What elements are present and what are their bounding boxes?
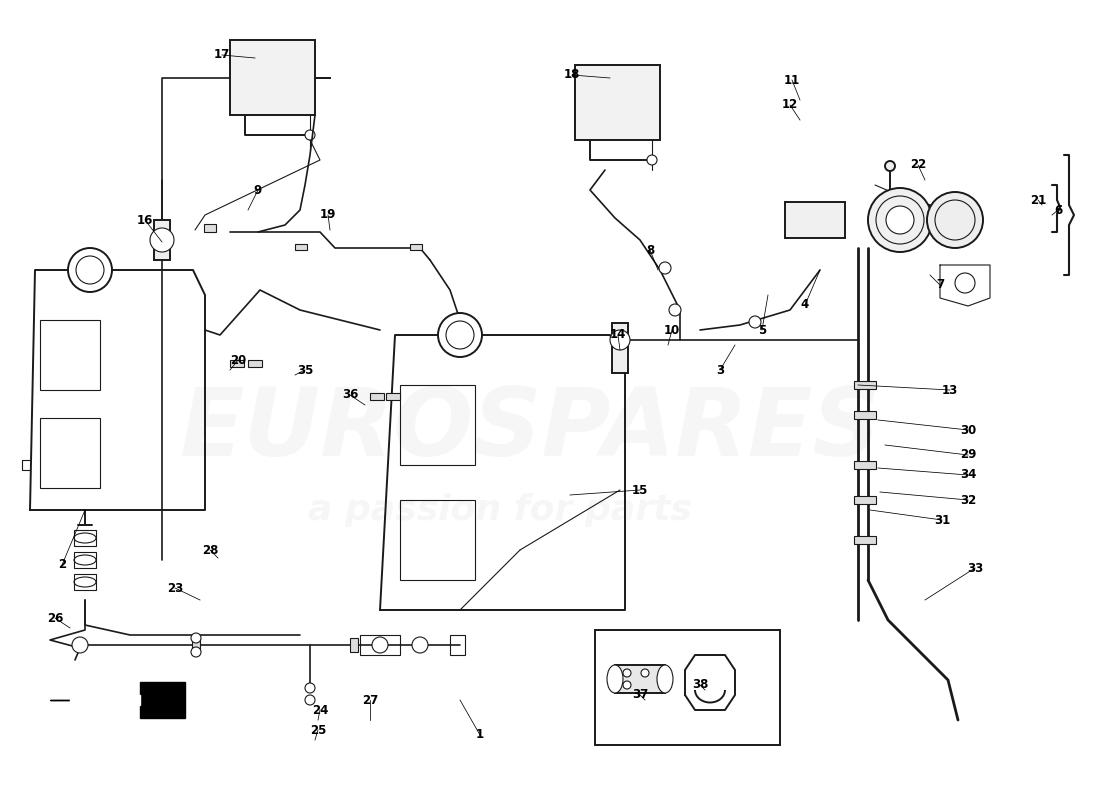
Text: 28: 28 <box>201 543 218 557</box>
Text: 6: 6 <box>1054 203 1063 217</box>
Text: 19: 19 <box>320 209 337 222</box>
Bar <box>230 360 244 367</box>
Circle shape <box>623 669 631 677</box>
Text: 4: 4 <box>801 298 810 311</box>
Text: 16: 16 <box>136 214 153 226</box>
Text: 22: 22 <box>910 158 926 171</box>
Text: 34: 34 <box>960 469 976 482</box>
Text: 18: 18 <box>564 69 580 82</box>
Circle shape <box>659 262 671 274</box>
Bar <box>350 638 358 652</box>
Circle shape <box>76 256 104 284</box>
Bar <box>400 500 475 580</box>
Text: 8: 8 <box>646 243 654 257</box>
Text: 33: 33 <box>967 562 983 574</box>
Text: 9: 9 <box>254 183 262 197</box>
Text: 25: 25 <box>310 723 327 737</box>
Text: 23: 23 <box>167 582 183 594</box>
Bar <box>154 220 170 260</box>
Bar <box>40 418 100 488</box>
Text: a passion for parts: a passion for parts <box>308 493 692 527</box>
Text: 10: 10 <box>664 323 680 337</box>
Circle shape <box>438 313 482 357</box>
Text: 35: 35 <box>297 363 313 377</box>
Bar <box>400 385 475 465</box>
Circle shape <box>372 637 388 653</box>
Bar <box>360 635 400 655</box>
Text: 1: 1 <box>476 729 484 742</box>
Bar <box>74 530 96 546</box>
Circle shape <box>647 155 657 165</box>
Bar <box>204 224 216 232</box>
Circle shape <box>927 192 983 248</box>
Text: EUROSPARES: EUROSPARES <box>179 384 881 476</box>
Bar <box>295 244 307 250</box>
Polygon shape <box>50 682 185 718</box>
Bar <box>192 638 200 652</box>
Bar <box>612 323 628 373</box>
Text: 37: 37 <box>631 689 648 702</box>
Polygon shape <box>70 695 140 705</box>
Bar <box>74 574 96 590</box>
Text: 27: 27 <box>362 694 378 706</box>
Text: 20: 20 <box>230 354 246 366</box>
Text: 26: 26 <box>47 611 63 625</box>
Text: 30: 30 <box>960 423 976 437</box>
Circle shape <box>305 695 315 705</box>
Circle shape <box>669 304 681 316</box>
Text: 11: 11 <box>784 74 800 86</box>
Bar <box>74 552 96 568</box>
Circle shape <box>191 647 201 657</box>
Bar <box>854 381 876 389</box>
Bar <box>248 360 262 367</box>
Bar <box>386 393 400 400</box>
Bar <box>615 665 666 693</box>
Circle shape <box>305 683 315 693</box>
Circle shape <box>886 206 914 234</box>
Text: 21: 21 <box>1030 194 1046 206</box>
Ellipse shape <box>657 665 673 693</box>
Circle shape <box>150 228 174 252</box>
Text: 36: 36 <box>342 389 359 402</box>
Bar <box>410 244 422 250</box>
Text: 31: 31 <box>934 514 950 526</box>
Circle shape <box>749 316 761 328</box>
Circle shape <box>412 637 428 653</box>
Circle shape <box>191 633 201 643</box>
Text: 38: 38 <box>692 678 708 691</box>
Circle shape <box>868 188 932 252</box>
Circle shape <box>610 330 630 350</box>
Bar <box>854 536 876 544</box>
Text: 29: 29 <box>960 449 976 462</box>
Bar <box>785 202 845 238</box>
Text: 24: 24 <box>311 703 328 717</box>
Circle shape <box>623 681 631 689</box>
Circle shape <box>68 248 112 292</box>
Text: 7: 7 <box>936 278 944 291</box>
Circle shape <box>446 321 474 349</box>
Bar <box>575 65 660 140</box>
Text: 12: 12 <box>782 98 799 111</box>
Bar <box>40 320 100 390</box>
Circle shape <box>641 669 649 677</box>
Bar <box>370 393 384 400</box>
Circle shape <box>72 637 88 653</box>
Bar <box>854 496 876 504</box>
Text: 3: 3 <box>716 363 724 377</box>
Bar <box>595 630 780 745</box>
Text: 15: 15 <box>631 483 648 497</box>
Text: 2: 2 <box>58 558 66 571</box>
Circle shape <box>886 161 895 171</box>
Text: 13: 13 <box>942 383 958 397</box>
Text: 17: 17 <box>213 49 230 62</box>
Text: 32: 32 <box>960 494 976 506</box>
Bar <box>450 635 465 655</box>
Bar <box>854 461 876 469</box>
Text: 5: 5 <box>758 323 766 337</box>
Text: 14: 14 <box>609 329 626 342</box>
Ellipse shape <box>607 665 623 693</box>
Circle shape <box>305 130 315 140</box>
Bar <box>230 40 315 115</box>
Bar <box>854 411 876 419</box>
